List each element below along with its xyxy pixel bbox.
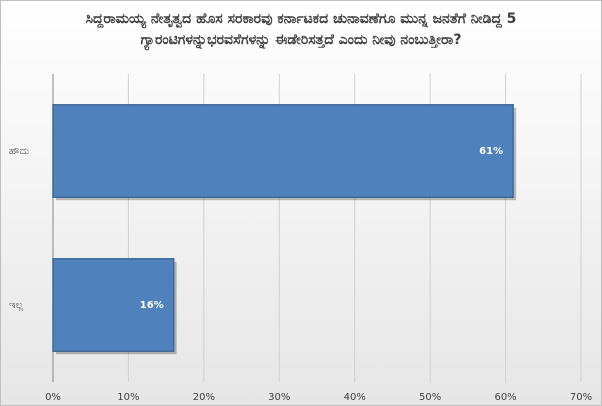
y-tick-label: ಹೌದು: [9, 146, 29, 157]
x-tick-label: 50%: [419, 392, 441, 403]
data-label: 16%: [140, 300, 164, 311]
bar: [52, 258, 175, 352]
x-tick-label: 0%: [45, 392, 61, 403]
x-tick-label: 60%: [494, 392, 516, 403]
x-tick-label: 10%: [117, 392, 139, 403]
x-tick-label: 20%: [193, 392, 215, 403]
bar: [52, 104, 514, 198]
data-label: 61%: [479, 146, 503, 157]
x-tick-label: 30%: [268, 392, 290, 403]
y-tick-label: ಇಲ್ಲ: [9, 300, 24, 311]
chart-title: ಸಿದ್ದರಾಮಯ್ಯ ನೇತೃತ್ವದ ಹೊಸ ಸರಕಾರವು ಕರ್ನಾಟಕ…: [85, 11, 517, 48]
x-tick-label: 40%: [344, 392, 366, 403]
x-tick-label: 70%: [570, 392, 592, 403]
